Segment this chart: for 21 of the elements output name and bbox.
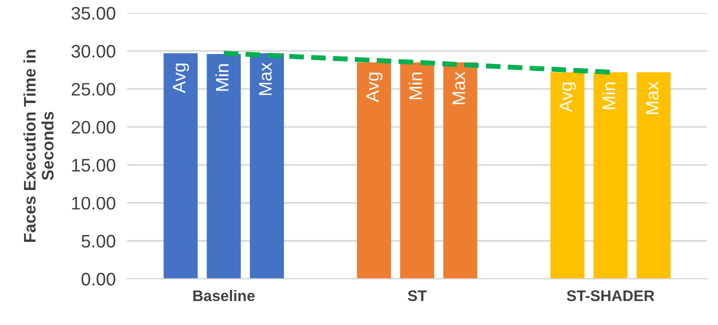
series-label: Max [259,62,272,95]
y-axis-title: Faces Execution Time in Seconds [23,50,54,242]
x-tick-label: ST [408,290,427,302]
y-tick-label: 20.00 [72,120,116,134]
x-tick-label: ST-SHADER [566,290,654,302]
y-tick-label: 15.00 [72,158,116,172]
text: Min [408,72,422,100]
y-tick-label: 25.00 [72,82,116,96]
text: Max [452,72,466,104]
y-tick-label: 30.00 [71,44,116,58]
text: Max [646,82,659,114]
y-tick-label: 0.00 [82,272,116,286]
y-tick-label: 5.00 [82,234,116,248]
y-tick-label: 35.00 [71,6,116,20]
series-label: Avg [172,64,190,94]
y-tick-label: 10.00 [72,196,116,210]
series-label: Min [215,64,228,91]
text: Avg [560,82,576,112]
x-tick-label: Baseline [193,290,255,302]
text: Avg [366,72,382,102]
text: Min [602,82,616,109]
